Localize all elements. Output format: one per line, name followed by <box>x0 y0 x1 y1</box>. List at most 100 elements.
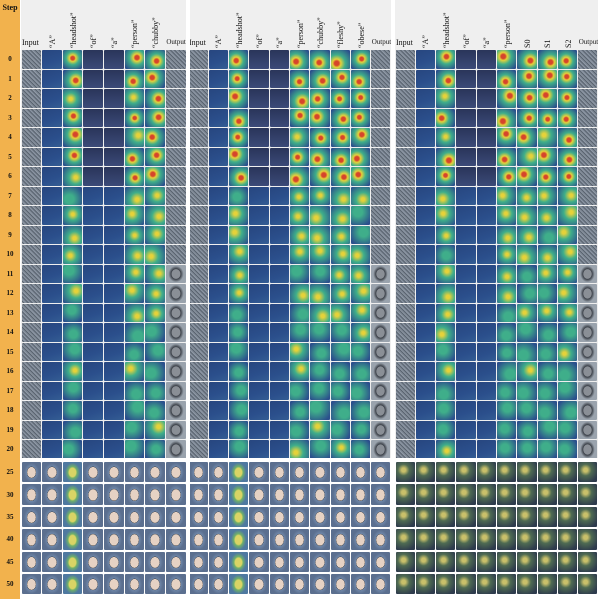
image-cell <box>497 420 517 439</box>
image-cell <box>165 529 186 550</box>
image-cell <box>497 462 517 483</box>
image-cell <box>310 551 330 572</box>
image-cell <box>188 420 208 439</box>
image-cell <box>350 147 371 166</box>
column-label: “a” <box>109 37 119 48</box>
image-cell <box>395 147 415 166</box>
image-cell <box>165 225 186 244</box>
image-cell <box>83 186 103 205</box>
image-cell <box>330 462 350 483</box>
image-cell <box>249 167 269 186</box>
image-cell <box>145 167 165 186</box>
image-cell <box>330 401 350 420</box>
image-cell <box>517 484 537 505</box>
image-cell <box>371 440 391 459</box>
image-cell <box>42 420 62 439</box>
image-cell <box>229 303 249 322</box>
image-cell <box>517 574 537 595</box>
image-cell <box>537 89 557 108</box>
image-cell <box>456 245 476 264</box>
image-cell <box>249 89 269 108</box>
image-cell <box>21 50 42 69</box>
image-cell <box>476 69 496 88</box>
image-cell <box>517 529 537 550</box>
image-cell <box>456 167 476 186</box>
image-cell <box>145 89 165 108</box>
image-cell <box>330 284 350 303</box>
image-cell <box>395 323 415 342</box>
image-cell <box>415 551 436 572</box>
image-cell <box>208 89 229 108</box>
image-cell <box>476 342 496 361</box>
image-cell <box>436 186 456 205</box>
column-label: “A” <box>47 35 57 48</box>
image-cell <box>165 342 186 361</box>
step-label: 5 <box>8 152 12 161</box>
image-cell <box>371 303 391 322</box>
image-cell <box>436 264 456 283</box>
image-cell <box>124 89 145 108</box>
image-cell <box>21 362 42 381</box>
image-cell <box>395 186 415 205</box>
image-cell <box>104 89 124 108</box>
image-cell <box>145 206 165 225</box>
image-cell <box>165 89 186 108</box>
image-cell <box>557 574 578 595</box>
image-cell <box>188 323 208 342</box>
image-cell <box>371 225 391 244</box>
image-cell <box>145 362 165 381</box>
image-cell <box>497 506 517 528</box>
column-label: S2 <box>563 39 573 48</box>
image-cell <box>537 284 557 303</box>
image-cell <box>371 506 391 528</box>
image-cell <box>436 484 456 505</box>
image-cell <box>371 108 391 127</box>
image-cell <box>229 440 249 459</box>
image-cell <box>42 108 62 127</box>
image-cell <box>476 245 496 264</box>
image-cell <box>557 342 578 361</box>
image-cell <box>83 128 103 147</box>
image-cell <box>145 284 165 303</box>
image-cell <box>436 506 456 528</box>
image-cell <box>104 420 124 439</box>
image-cell <box>124 362 145 381</box>
image-cell <box>497 89 517 108</box>
image-cell <box>537 264 557 283</box>
image-cell <box>188 401 208 420</box>
column-label: “a” <box>482 37 492 48</box>
image-cell <box>497 551 517 572</box>
image-cell <box>249 506 269 528</box>
image-cell <box>188 128 208 147</box>
image-cell <box>456 484 476 505</box>
image-cell <box>456 401 476 420</box>
image-cell <box>415 506 436 528</box>
image-cell <box>62 462 83 483</box>
image-cell <box>415 323 436 342</box>
image-cell <box>330 574 350 595</box>
step-column: Step 0 1 2 3 4 5 6 7 8 9 10 11 12 13 14 15 16 17 18 19 20 25 3… <box>0 0 20 599</box>
image-cell <box>310 50 330 69</box>
image-cell <box>330 225 350 244</box>
image-cell <box>497 401 517 420</box>
image-cell <box>436 440 456 459</box>
panel-separator <box>391 0 395 599</box>
image-cell <box>165 574 186 595</box>
image-cell <box>42 206 62 225</box>
image-cell <box>436 574 456 595</box>
image-cell <box>104 529 124 550</box>
image-cell <box>290 574 310 595</box>
image-cell <box>537 551 557 572</box>
image-cell <box>310 147 330 166</box>
image-cell <box>62 50 83 69</box>
image-cell <box>395 362 415 381</box>
image-cell <box>436 323 456 342</box>
image-cell <box>350 529 371 550</box>
image-cell <box>330 245 350 264</box>
image-cell <box>330 89 350 108</box>
image-cell <box>578 128 598 147</box>
image-cell <box>415 303 436 322</box>
image-cell <box>517 323 537 342</box>
image-cell <box>249 108 269 127</box>
